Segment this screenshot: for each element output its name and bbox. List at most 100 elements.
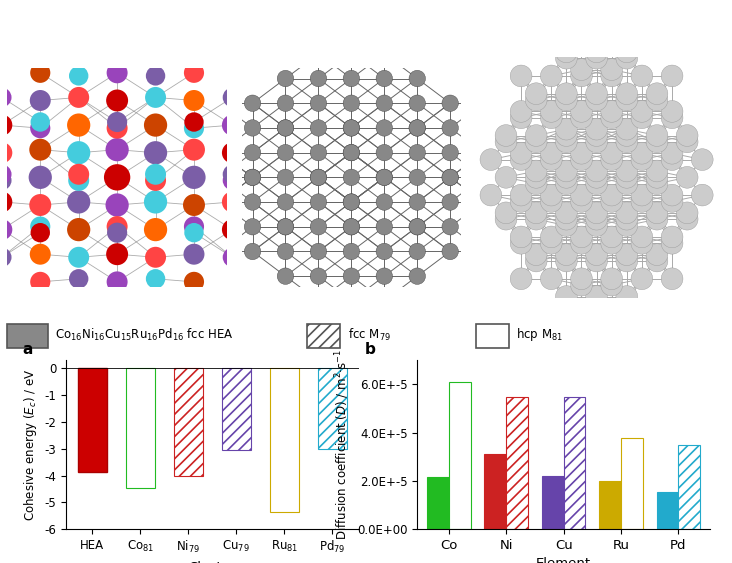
- Circle shape: [631, 101, 653, 122]
- Circle shape: [0, 219, 12, 240]
- Bar: [485, 454, 507, 529]
- Circle shape: [277, 120, 294, 136]
- Circle shape: [526, 244, 547, 266]
- Circle shape: [244, 120, 261, 136]
- Circle shape: [343, 243, 359, 260]
- Circle shape: [310, 194, 326, 211]
- Circle shape: [244, 169, 261, 186]
- Bar: [564, 396, 586, 529]
- Circle shape: [222, 115, 243, 136]
- Circle shape: [601, 23, 622, 45]
- Circle shape: [310, 120, 326, 136]
- Circle shape: [30, 90, 51, 111]
- Circle shape: [586, 202, 608, 224]
- Circle shape: [310, 169, 326, 186]
- Bar: [657, 492, 679, 529]
- Circle shape: [343, 46, 359, 62]
- Circle shape: [310, 243, 326, 260]
- Circle shape: [556, 41, 578, 62]
- Circle shape: [146, 297, 165, 316]
- Circle shape: [692, 149, 713, 171]
- Circle shape: [510, 233, 532, 254]
- Circle shape: [145, 87, 166, 108]
- Circle shape: [601, 184, 622, 206]
- Circle shape: [376, 293, 392, 309]
- Circle shape: [376, 70, 392, 87]
- Circle shape: [442, 169, 458, 186]
- Circle shape: [540, 65, 562, 87]
- Circle shape: [376, 95, 392, 111]
- Circle shape: [244, 194, 261, 211]
- Circle shape: [601, 268, 622, 289]
- Text: hcp M$_{81}$: hcp M$_{81}$: [516, 327, 563, 343]
- Circle shape: [510, 65, 532, 87]
- Circle shape: [442, 120, 458, 136]
- Circle shape: [442, 194, 458, 211]
- Circle shape: [145, 170, 166, 191]
- Circle shape: [540, 268, 562, 289]
- Circle shape: [616, 202, 638, 224]
- Circle shape: [68, 87, 89, 108]
- Circle shape: [661, 184, 683, 206]
- Circle shape: [343, 70, 359, 87]
- Circle shape: [586, 41, 608, 62]
- Circle shape: [277, 169, 294, 186]
- Circle shape: [571, 65, 592, 87]
- Circle shape: [184, 112, 203, 132]
- Circle shape: [376, 46, 392, 62]
- Circle shape: [409, 268, 425, 284]
- Circle shape: [376, 169, 392, 186]
- Circle shape: [69, 297, 89, 316]
- Circle shape: [144, 190, 167, 213]
- Circle shape: [571, 59, 592, 81]
- Circle shape: [676, 124, 698, 146]
- Circle shape: [343, 144, 359, 161]
- Circle shape: [556, 215, 578, 236]
- Circle shape: [601, 59, 622, 81]
- Circle shape: [409, 70, 425, 87]
- Circle shape: [261, 167, 281, 187]
- Circle shape: [646, 131, 668, 153]
- Circle shape: [343, 268, 359, 284]
- Circle shape: [601, 233, 622, 254]
- Circle shape: [616, 215, 638, 236]
- Circle shape: [277, 218, 294, 235]
- Circle shape: [222, 191, 243, 212]
- Circle shape: [409, 169, 425, 186]
- Circle shape: [277, 243, 294, 260]
- Circle shape: [571, 190, 592, 212]
- Circle shape: [556, 160, 578, 182]
- Circle shape: [586, 83, 608, 105]
- Circle shape: [343, 218, 359, 235]
- Circle shape: [409, 120, 425, 136]
- Circle shape: [540, 101, 562, 122]
- Circle shape: [586, 208, 608, 230]
- Circle shape: [0, 248, 12, 267]
- Text: a: a: [22, 342, 32, 357]
- Circle shape: [104, 164, 130, 190]
- Circle shape: [510, 107, 532, 128]
- Circle shape: [540, 190, 562, 212]
- Circle shape: [68, 170, 89, 191]
- Circle shape: [616, 173, 638, 195]
- Circle shape: [646, 244, 668, 266]
- Circle shape: [631, 65, 653, 87]
- Circle shape: [475, 169, 491, 186]
- Circle shape: [571, 101, 592, 122]
- Circle shape: [30, 272, 51, 292]
- Circle shape: [29, 138, 51, 160]
- Circle shape: [646, 124, 668, 146]
- Circle shape: [571, 233, 592, 254]
- Circle shape: [0, 142, 12, 163]
- Circle shape: [184, 272, 204, 292]
- Circle shape: [586, 167, 608, 188]
- Circle shape: [29, 194, 51, 216]
- Circle shape: [556, 250, 578, 272]
- Circle shape: [586, 124, 608, 146]
- Circle shape: [661, 190, 683, 212]
- Circle shape: [144, 114, 167, 137]
- Circle shape: [68, 247, 89, 268]
- Circle shape: [277, 70, 294, 87]
- Circle shape: [277, 268, 294, 284]
- Circle shape: [616, 89, 638, 111]
